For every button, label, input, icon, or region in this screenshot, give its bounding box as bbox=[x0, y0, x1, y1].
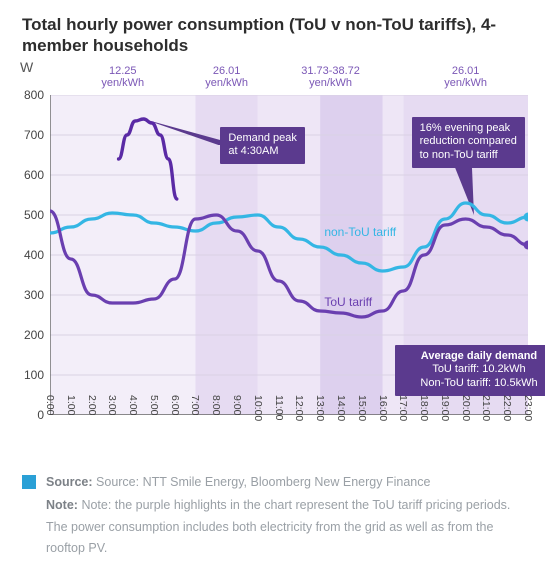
source-row: Source: Source: NTT Smile Energy, Bloomb… bbox=[22, 472, 523, 493]
x-tick-label: 19:00 bbox=[439, 395, 451, 421]
x-tick-label: 13:00 bbox=[314, 395, 326, 421]
y-tick-label: 100 bbox=[24, 368, 44, 382]
y-tick-label: 800 bbox=[24, 88, 44, 102]
x-tick-label: 15:00 bbox=[356, 395, 368, 421]
callout-demand-peak: Demand peakat 4:30AM bbox=[220, 127, 305, 165]
x-tick-label: 0:00 bbox=[44, 395, 56, 415]
tariff-price-label: 12.25yen/kWh bbox=[101, 65, 144, 90]
x-tick-label: 12:00 bbox=[293, 395, 305, 421]
y-tick-label: 600 bbox=[24, 168, 44, 182]
chart-card: { "title": "Total hourly power consumpti… bbox=[0, 0, 545, 573]
x-tick-label: 11:00 bbox=[273, 395, 285, 421]
x-tick-label: 3:00 bbox=[106, 395, 118, 415]
x-tick-label: 8:00 bbox=[210, 395, 222, 415]
x-tick-label: 5:00 bbox=[148, 395, 160, 415]
chart-area: W 12.25yen/kWh26.01yen/kWh31.73-38.72yen… bbox=[22, 65, 521, 415]
chart-title: Total hourly power consumption (ToU v no… bbox=[22, 14, 521, 57]
tariff-price-label: 31.73-38.72yen/kWh bbox=[301, 65, 360, 90]
y-tick-label: 200 bbox=[24, 328, 44, 342]
series-label-tou: ToU tariff bbox=[324, 295, 372, 309]
source-text: Source: Source: NTT Smile Energy, Bloomb… bbox=[46, 472, 430, 493]
callout-avg-demand: Average daily demandToU tariff: 10.2kWhN… bbox=[395, 345, 545, 396]
y-axis-unit: W bbox=[20, 59, 33, 75]
plot: 0100200300400500600700800 Demand peakat … bbox=[50, 95, 528, 415]
x-tick-label: 21:00 bbox=[480, 395, 492, 421]
series-label-non-tou: non-ToU tariff bbox=[324, 225, 396, 239]
y-tick-label: 300 bbox=[24, 288, 44, 302]
source-marker bbox=[22, 475, 36, 489]
tariff-labels: 12.25yen/kWh 26.01yen/kWh 31.73-38.72yen/k… bbox=[50, 65, 528, 95]
x-tick-label: 17:00 bbox=[397, 395, 409, 421]
tariff-price-label: 26.01yen/kWh bbox=[444, 65, 487, 90]
footer: Source: Source: NTT Smile Energy, Bloomb… bbox=[22, 472, 523, 559]
x-tick-label: 2:00 bbox=[86, 395, 98, 415]
x-ticks: 0:001:002:003:004:005:006:007:008:009:00… bbox=[50, 391, 528, 433]
x-tick-label: 14:00 bbox=[335, 395, 347, 421]
y-tick-label: 500 bbox=[24, 208, 44, 222]
x-tick-label: 9:00 bbox=[231, 395, 243, 415]
y-tick-label: 400 bbox=[24, 248, 44, 262]
y-tick-label: 0 bbox=[37, 408, 44, 422]
x-tick-label: 22:00 bbox=[501, 395, 513, 421]
x-tick-label: 1:00 bbox=[65, 395, 77, 415]
x-tick-label: 20:00 bbox=[460, 395, 472, 421]
x-tick-label: 7:00 bbox=[189, 395, 201, 415]
tariff-price-label: 26.01yen/kWh bbox=[205, 65, 248, 90]
x-tick-label: 18:00 bbox=[418, 395, 430, 421]
x-tick-label: 16:00 bbox=[377, 395, 389, 421]
x-tick-label: 6:00 bbox=[169, 395, 181, 415]
y-tick-label: 700 bbox=[24, 128, 44, 142]
callout-evening-reduction: 16% evening peakreduction comparedto non… bbox=[412, 117, 525, 168]
x-tick-label: 4:00 bbox=[127, 395, 139, 415]
x-tick-label: 23:00 bbox=[522, 395, 534, 421]
x-tick-label: 10:00 bbox=[252, 395, 264, 421]
note-text: Note: Note: the purple highlights in the… bbox=[46, 495, 523, 559]
